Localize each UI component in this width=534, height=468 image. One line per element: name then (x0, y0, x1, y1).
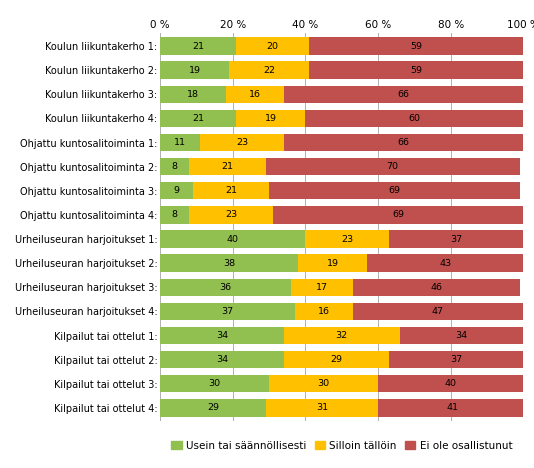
Bar (189, 206, 273, 224)
Bar (309, 61, 523, 79)
Bar (389, 230, 523, 248)
Bar (309, 37, 523, 55)
Bar (378, 375, 523, 393)
Text: 23: 23 (236, 138, 248, 147)
Bar (160, 61, 229, 79)
Bar (160, 327, 284, 344)
Bar (265, 158, 520, 176)
Text: 59: 59 (410, 42, 422, 51)
Text: 23: 23 (225, 211, 237, 219)
Bar (160, 158, 189, 176)
Text: 40: 40 (445, 379, 457, 388)
Bar (160, 255, 298, 272)
Text: 19: 19 (327, 259, 339, 268)
Text: 19: 19 (265, 114, 277, 123)
Bar (160, 230, 305, 248)
Text: 40: 40 (227, 234, 239, 243)
Bar (305, 110, 523, 127)
Bar (284, 351, 389, 368)
Text: 69: 69 (388, 186, 400, 195)
Bar (160, 303, 295, 320)
Bar (237, 37, 309, 55)
Bar (273, 206, 523, 224)
Text: 31: 31 (316, 403, 328, 412)
Bar (400, 327, 523, 344)
Text: 36: 36 (219, 283, 232, 292)
Bar (237, 110, 305, 127)
Text: 21: 21 (225, 186, 237, 195)
Text: 43: 43 (439, 259, 451, 268)
Text: 37: 37 (221, 307, 233, 316)
Text: 47: 47 (432, 307, 444, 316)
Text: 21: 21 (192, 114, 205, 123)
Text: 30: 30 (209, 379, 221, 388)
Text: 9: 9 (174, 186, 179, 195)
Text: 30: 30 (318, 379, 329, 388)
Text: 29: 29 (331, 355, 342, 364)
Text: 29: 29 (207, 403, 219, 412)
Text: 70: 70 (387, 162, 398, 171)
Text: 59: 59 (410, 66, 422, 75)
Bar (225, 86, 284, 103)
Text: 32: 32 (336, 331, 348, 340)
Bar (160, 182, 193, 199)
Text: 66: 66 (397, 90, 410, 99)
Text: 23: 23 (341, 234, 354, 243)
Text: 34: 34 (216, 331, 228, 340)
Bar (284, 327, 400, 344)
Bar (160, 37, 237, 55)
Bar (229, 61, 309, 79)
Bar (160, 110, 237, 127)
Text: 66: 66 (397, 138, 410, 147)
Text: 41: 41 (446, 403, 459, 412)
Text: 11: 11 (174, 138, 186, 147)
Bar (389, 351, 523, 368)
Bar (291, 278, 352, 296)
Text: 8: 8 (172, 162, 178, 171)
Text: 34: 34 (456, 331, 468, 340)
Bar (352, 278, 520, 296)
Bar (378, 399, 527, 417)
Bar (298, 255, 367, 272)
Text: 37: 37 (450, 234, 462, 243)
Text: 19: 19 (189, 66, 201, 75)
Text: 16: 16 (249, 90, 261, 99)
Bar (265, 399, 378, 417)
Text: 46: 46 (430, 283, 442, 292)
Bar (160, 375, 269, 393)
Bar (284, 134, 523, 151)
Bar (295, 303, 352, 320)
Bar (305, 230, 389, 248)
Text: 17: 17 (316, 283, 328, 292)
Bar (160, 86, 225, 103)
Text: 37: 37 (450, 355, 462, 364)
Text: 8: 8 (172, 211, 178, 219)
Bar (367, 255, 523, 272)
Text: 69: 69 (392, 211, 404, 219)
Bar (284, 86, 523, 103)
Text: 34: 34 (216, 355, 228, 364)
Bar (189, 158, 265, 176)
Bar (160, 351, 284, 368)
Bar (269, 375, 378, 393)
Text: 20: 20 (267, 42, 279, 51)
Bar (352, 303, 523, 320)
Legend: Usein tai säännöllisesti, Silloin tällöin, Ei ole osallistunut: Usein tai säännöllisesti, Silloin tällöi… (167, 437, 516, 455)
Bar (160, 399, 265, 417)
Bar (160, 206, 189, 224)
Text: 38: 38 (223, 259, 235, 268)
Bar (269, 182, 520, 199)
Bar (200, 134, 284, 151)
Bar (160, 134, 200, 151)
Text: 18: 18 (187, 90, 199, 99)
Bar (193, 182, 269, 199)
Text: 22: 22 (263, 66, 275, 75)
Text: 21: 21 (192, 42, 205, 51)
Text: 16: 16 (318, 307, 329, 316)
Text: 60: 60 (409, 114, 420, 123)
Bar (160, 278, 291, 296)
Text: 21: 21 (222, 162, 233, 171)
